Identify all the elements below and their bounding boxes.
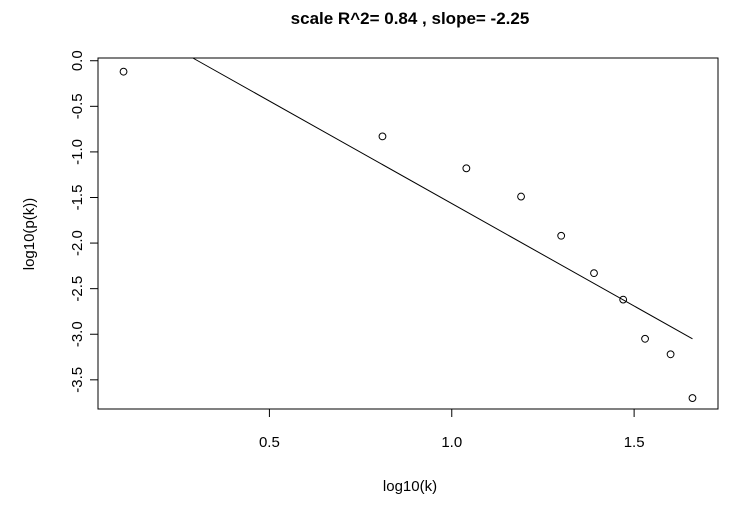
data-point [590, 269, 598, 278]
y-tick-label: -3.0 [69, 321, 86, 347]
data-point [619, 295, 628, 304]
data-point [641, 334, 649, 343]
data-point [378, 132, 387, 141]
y-tick-label: 0.0 [69, 50, 86, 71]
plot-border [97, 57, 719, 410]
y-axis: 0.0 -0.5 -1.0 -1.5 -2.0 -2.5 -3.0 -3.5 [69, 50, 98, 393]
data-point [666, 350, 675, 359]
y-tick-label: -1.5 [69, 185, 86, 211]
x-axis: 0.5 1.0 1.5 [259, 409, 645, 451]
x-tick-label: 1.5 [624, 434, 645, 451]
data-point [688, 394, 697, 402]
data-points-layer [119, 67, 697, 402]
data-point [557, 231, 566, 240]
regression-line [192, 57, 693, 340]
y-tick-label: -2.0 [69, 230, 86, 256]
data-point [119, 67, 128, 76]
y-tick-label: -0.5 [69, 93, 86, 119]
data-point [462, 164, 471, 173]
x-axis-label: log10(k) [383, 478, 437, 495]
plot-area: 0.5 1.0 1.5 0.0 -0.5 -1.0 -1.5 -2.0 -2.5 -3.0 -3.… [69, 50, 719, 451]
fit-line-layer [192, 57, 693, 340]
x-tick-label: 1.0 [441, 434, 462, 451]
data-point [517, 192, 525, 201]
chart-title: scale R^2= 0.84 , slope= -2.25 [291, 9, 530, 28]
y-tick-label: -1.0 [69, 139, 86, 165]
y-tick-label: -3.5 [69, 367, 86, 393]
x-tick-label: 0.5 [259, 434, 280, 451]
y-tick-label: -2.5 [69, 276, 86, 302]
y-axis-label: log10(p(k)) [21, 198, 38, 271]
